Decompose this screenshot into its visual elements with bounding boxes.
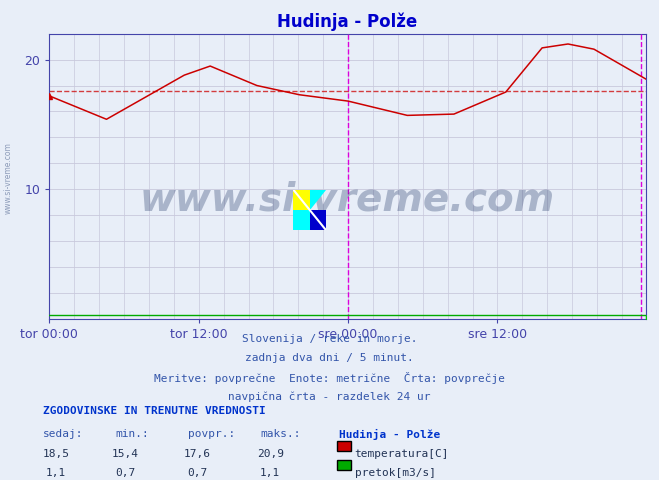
Text: zadnja dva dni / 5 minut.: zadnja dva dni / 5 minut.	[245, 353, 414, 363]
Bar	[293, 190, 310, 210]
Text: povpr.:: povpr.:	[188, 429, 235, 439]
Text: 1,1: 1,1	[46, 468, 66, 478]
Text: 0,7: 0,7	[115, 468, 135, 478]
Text: min.:: min.:	[115, 429, 149, 439]
Text: 15,4: 15,4	[112, 449, 138, 459]
Text: 18,5: 18,5	[43, 449, 69, 459]
Polygon shape	[310, 190, 326, 210]
Text: navpična črta - razdelek 24 ur: navpična črta - razdelek 24 ur	[228, 391, 431, 402]
Text: maks.:: maks.:	[260, 429, 301, 439]
Text: Hudinja - Polže: Hudinja - Polže	[339, 429, 441, 440]
Text: 20,9: 20,9	[257, 449, 283, 459]
Title: Hudinja - Polže: Hudinja - Polže	[277, 12, 418, 31]
Text: 1,1: 1,1	[260, 468, 280, 478]
Text: Meritve: povprečne  Enote: metrične  Črta: povprečje: Meritve: povprečne Enote: metrične Črta:…	[154, 372, 505, 384]
Text: temperatura[C]: temperatura[C]	[355, 449, 449, 459]
Text: pretok[m3/s]: pretok[m3/s]	[355, 468, 436, 478]
Text: 0,7: 0,7	[188, 468, 208, 478]
Text: sedaj:: sedaj:	[43, 429, 83, 439]
Text: 17,6: 17,6	[185, 449, 211, 459]
Text: ZGODOVINSKE IN TRENUTNE VREDNOSTI: ZGODOVINSKE IN TRENUTNE VREDNOSTI	[43, 406, 266, 416]
Text: www.si-vreme.com: www.si-vreme.com	[140, 180, 556, 218]
Polygon shape	[310, 210, 326, 230]
Bar	[293, 210, 310, 230]
Text: Slovenija / reke in morje.: Slovenija / reke in morje.	[242, 334, 417, 344]
Text: www.si-vreme.com: www.si-vreme.com	[3, 142, 13, 214]
